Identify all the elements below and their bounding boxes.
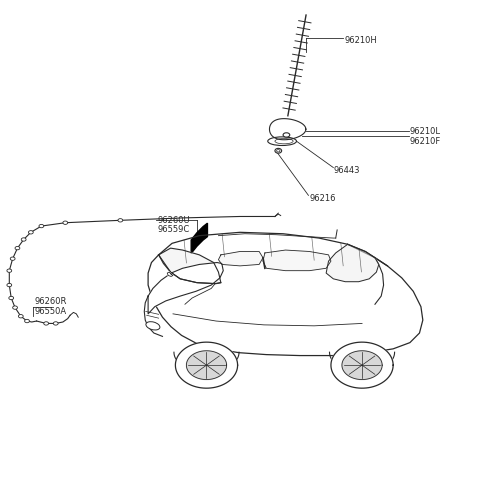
Polygon shape — [158, 249, 221, 284]
Ellipse shape — [275, 149, 282, 154]
Ellipse shape — [146, 322, 160, 330]
Ellipse shape — [21, 239, 26, 241]
Ellipse shape — [12, 306, 17, 310]
Ellipse shape — [268, 138, 297, 146]
Text: 96550A: 96550A — [34, 306, 66, 315]
Ellipse shape — [283, 133, 290, 138]
Ellipse shape — [18, 315, 23, 318]
Ellipse shape — [15, 247, 20, 250]
Ellipse shape — [53, 322, 58, 325]
Ellipse shape — [39, 225, 44, 228]
Polygon shape — [326, 245, 379, 282]
Ellipse shape — [276, 150, 280, 153]
Polygon shape — [269, 120, 306, 141]
Text: 96210F: 96210F — [410, 137, 441, 146]
Polygon shape — [148, 245, 423, 356]
Polygon shape — [167, 273, 173, 277]
Text: 96210H: 96210H — [344, 36, 377, 45]
Text: 96216: 96216 — [310, 194, 336, 203]
Text: 96443: 96443 — [333, 166, 360, 175]
Text: 96559C: 96559C — [157, 225, 190, 234]
Polygon shape — [342, 351, 382, 380]
Ellipse shape — [118, 219, 123, 223]
Polygon shape — [186, 351, 227, 380]
Polygon shape — [331, 342, 393, 388]
Text: 96260U: 96260U — [157, 216, 190, 224]
Text: 96210L: 96210L — [410, 126, 441, 135]
Ellipse shape — [28, 231, 33, 235]
Polygon shape — [148, 263, 223, 314]
Ellipse shape — [9, 297, 13, 300]
Ellipse shape — [24, 320, 29, 323]
Ellipse shape — [7, 269, 12, 273]
Polygon shape — [218, 252, 263, 266]
Polygon shape — [175, 342, 238, 388]
Ellipse shape — [10, 257, 15, 261]
Ellipse shape — [44, 322, 48, 325]
Ellipse shape — [7, 284, 12, 287]
Polygon shape — [263, 251, 331, 271]
Text: 96260R: 96260R — [34, 297, 67, 306]
Polygon shape — [191, 224, 207, 254]
Ellipse shape — [63, 222, 68, 225]
